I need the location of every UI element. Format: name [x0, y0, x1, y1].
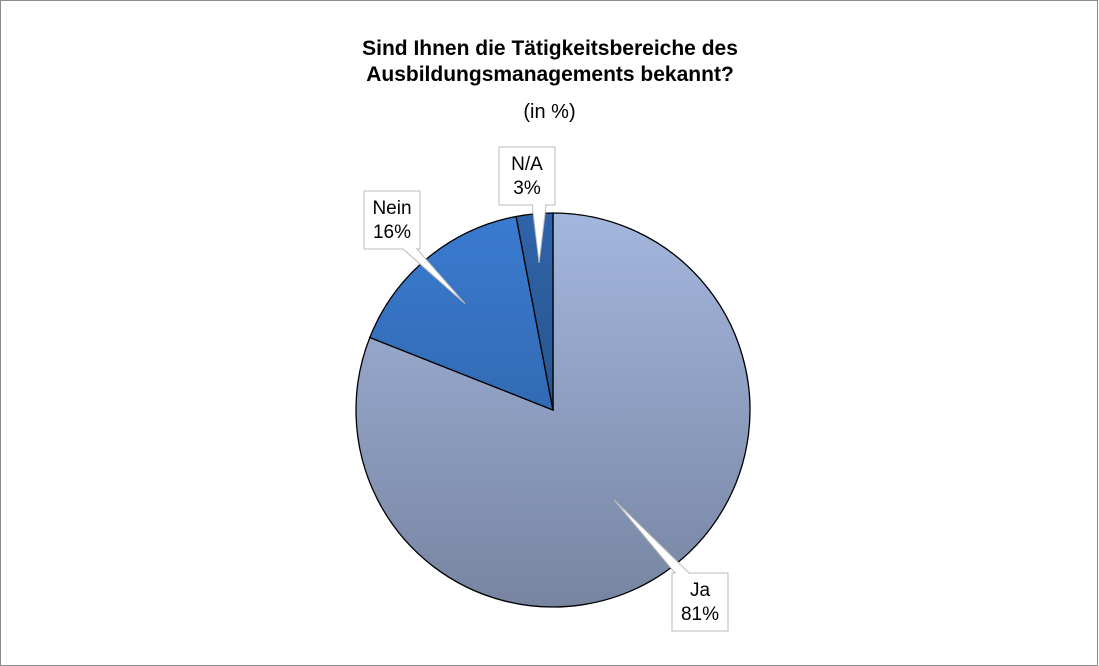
category-label: Ja [690, 580, 711, 601]
data-labels: Ja 81% Nein 16% N/A 3% [363, 146, 729, 632]
label-box [671, 572, 729, 632]
chart-title: Sind Ihnen die Tätigkeitsbereiche des Au… [362, 37, 738, 86]
label-box [498, 146, 556, 206]
category-label: Nein [372, 198, 411, 219]
value-label: 3% [513, 178, 541, 199]
value-label: 16% [373, 222, 411, 243]
chart-subtitle: (in %) [523, 101, 576, 123]
category-label: N/A [511, 154, 543, 175]
pie [355, 212, 751, 608]
value-label: 81% [681, 604, 719, 625]
label-box [363, 190, 421, 250]
